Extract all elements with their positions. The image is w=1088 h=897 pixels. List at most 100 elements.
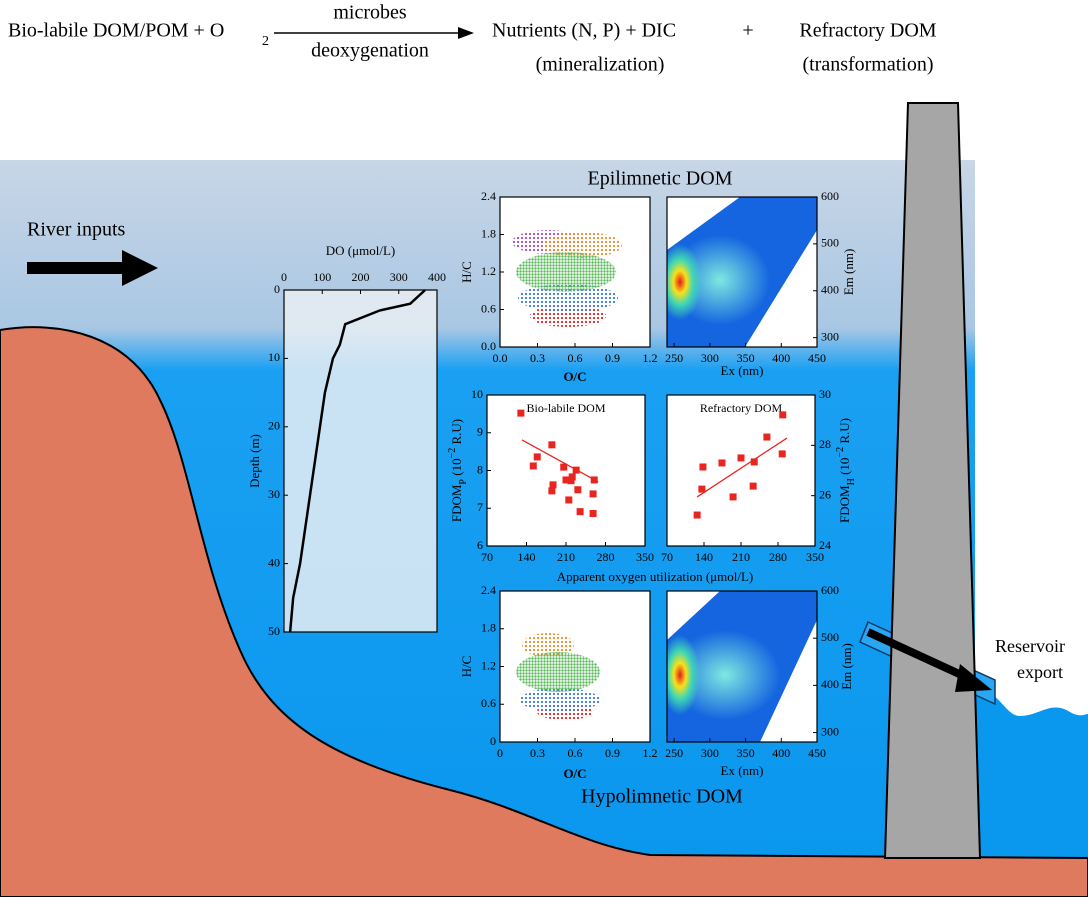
equation-reactants: Bio-labile DOM/POM + O xyxy=(8,20,224,42)
y-label-part: H xyxy=(846,478,857,485)
x-tick-label: 350 xyxy=(636,550,654,564)
y-axis-label: Em (nm) xyxy=(841,249,856,296)
y-axis-label: H/C xyxy=(459,261,474,283)
epi-vk-panel xyxy=(500,197,650,347)
x-tick-label: 100 xyxy=(313,270,331,284)
x-tick-label: 70 xyxy=(481,550,493,564)
y-label-part: −2 xyxy=(447,448,458,459)
y-tick-label: 1.2 xyxy=(481,264,496,278)
land xyxy=(0,326,1088,897)
point xyxy=(718,459,726,467)
export-label: export xyxy=(1017,662,1063,682)
y-tick-label: 24 xyxy=(819,538,831,552)
x-tick-label: 350 xyxy=(737,746,755,760)
y-tick-label: 300 xyxy=(821,724,839,738)
x-axis-label: Ex (nm) xyxy=(721,763,764,778)
y-tick-label: 0.0 xyxy=(481,339,496,353)
point xyxy=(749,482,757,490)
x-tick-label: 350 xyxy=(806,550,824,564)
point xyxy=(729,493,737,501)
y-label-part: R.U) xyxy=(449,419,464,448)
panel-frame xyxy=(666,590,818,743)
y-tick-label: 400 xyxy=(821,283,839,297)
river-label: River inputs xyxy=(27,219,126,241)
point xyxy=(589,490,597,498)
x-tick-label: 210 xyxy=(557,550,575,564)
x-tick-label: 300 xyxy=(701,351,719,365)
downstream-water xyxy=(975,688,1088,860)
y-axis-label: Depth (m) xyxy=(247,434,262,488)
panel-frame xyxy=(666,196,818,348)
fit-line xyxy=(696,437,788,498)
x-tick-label: 300 xyxy=(390,270,408,284)
point xyxy=(737,454,745,462)
river-arrow-head xyxy=(122,250,158,286)
x-tick-label: 140 xyxy=(518,550,536,564)
x-tick-label: 0 xyxy=(497,746,503,760)
x-tick-label: 0.3 xyxy=(530,746,545,760)
point xyxy=(549,481,557,489)
point xyxy=(517,409,525,417)
x-tick-label: 450 xyxy=(808,351,826,365)
y-tick-label: 20 xyxy=(268,419,280,433)
product2-note: (transformation) xyxy=(802,54,933,76)
cloud xyxy=(520,688,600,712)
x-tick-label: 70 xyxy=(661,550,673,564)
point xyxy=(562,476,570,484)
y-tick-label: 1.8 xyxy=(481,621,496,635)
y-label-part: P xyxy=(458,479,469,485)
export-label: Reservoir xyxy=(995,636,1065,656)
y-tick-label: 0 xyxy=(490,734,496,748)
point xyxy=(548,441,556,449)
panel-title: Bio-labile DOM xyxy=(527,401,606,415)
export-arrow xyxy=(866,628,970,682)
y-label-part: (10 xyxy=(449,458,464,479)
x-tick-label: 0.0 xyxy=(493,351,508,365)
point xyxy=(576,508,584,516)
y-tick-label: 9 xyxy=(477,425,483,439)
eem-peak xyxy=(667,635,700,715)
arrow-top: microbes xyxy=(333,2,407,24)
x-tick-label: 280 xyxy=(597,550,615,564)
y-tick-label: 1.2 xyxy=(481,658,496,672)
o2-subscript: 2 xyxy=(262,34,269,49)
x-tick-label: 0 xyxy=(281,270,287,284)
point xyxy=(565,496,573,504)
point xyxy=(568,473,576,481)
x-axis-label: O/C xyxy=(563,766,586,781)
cloud xyxy=(516,652,600,692)
y-tick-label: 50 xyxy=(268,624,280,638)
product1: Nutrients (N, P) + DIC xyxy=(492,20,676,42)
cloud xyxy=(518,284,618,312)
point xyxy=(699,463,707,471)
y-tick-label: 600 xyxy=(821,583,839,597)
y-tick-label: 500 xyxy=(821,236,839,250)
hypo-vk-panel xyxy=(500,591,650,742)
y-tick-label: 0 xyxy=(274,282,280,296)
hypo-eem-panel xyxy=(667,591,817,742)
y-axis-label: FDOMP (10−2 R.U) xyxy=(447,419,469,522)
y-tick-label: 2.4 xyxy=(481,583,496,597)
fit-line xyxy=(521,439,599,483)
eem-contour xyxy=(670,630,780,720)
point xyxy=(778,450,786,458)
do-panel-bg xyxy=(284,290,437,632)
y-tick-label: 600 xyxy=(821,189,839,203)
x-tick-label: 0.6 xyxy=(568,351,583,365)
x-tick-label: 350 xyxy=(737,351,755,365)
x-tick-label: 200 xyxy=(352,270,370,284)
y-axis-label: Em (nm) xyxy=(839,643,854,690)
point xyxy=(560,463,568,471)
y-label-part: (10 xyxy=(837,458,852,479)
cloud xyxy=(542,232,622,258)
plus: + xyxy=(742,20,753,42)
product2: Refractory DOM xyxy=(799,20,936,42)
y-tick-label: 2.4 xyxy=(481,189,496,203)
epi-title: Epilimnetic DOM xyxy=(588,168,733,190)
y-axis-label: FDOMH (10−2 R.U) xyxy=(835,418,857,523)
eem-peak xyxy=(667,244,702,320)
y-tick-label: 30 xyxy=(819,387,831,401)
y-tick-label: 0.6 xyxy=(481,301,496,315)
epi-eem-panel xyxy=(667,197,817,347)
